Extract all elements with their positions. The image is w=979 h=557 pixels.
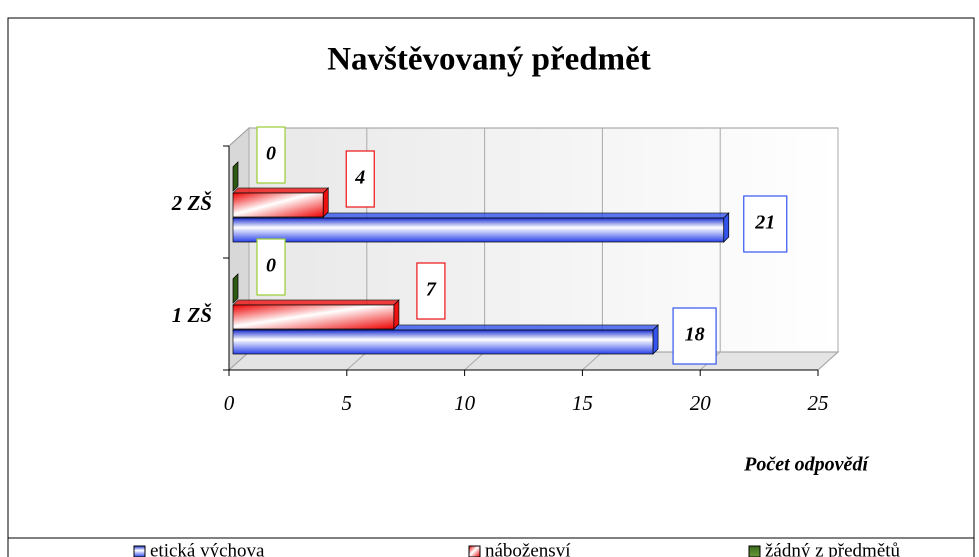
data-label: 4 <box>354 167 365 189</box>
x-tick-label: 20 <box>690 391 712 415</box>
legend-label: nábožensví <box>485 540 571 557</box>
data-label-box <box>416 262 446 320</box>
x-tick-label: 25 <box>808 391 829 415</box>
bar-side <box>232 161 239 192</box>
data-label: 21 <box>754 212 775 234</box>
x-axis-title: Počet odpovědí <box>743 454 869 476</box>
data-label: 0 <box>266 143 276 165</box>
legend-label: etická výchova <box>150 540 265 557</box>
bar-side <box>723 212 730 243</box>
data-label: 7 <box>426 279 437 301</box>
bar <box>232 192 324 218</box>
bar-side <box>232 273 239 304</box>
bar-top <box>232 299 400 306</box>
data-label-box <box>672 307 717 365</box>
bar-side <box>652 324 659 355</box>
chart-title: Navštěvovaný předmět <box>327 42 651 78</box>
x-tick-label: 0 <box>224 391 235 415</box>
bar <box>232 217 725 243</box>
legend-swatch <box>748 545 761 557</box>
x-tick-label: 5 <box>342 391 353 415</box>
legend-swatch <box>133 545 146 557</box>
floor <box>227 351 840 371</box>
bar-top <box>232 187 330 194</box>
x-tick-label: 15 <box>572 391 593 415</box>
data-label-box <box>743 195 788 253</box>
y-tick-label: 1 ZŠ <box>172 303 213 327</box>
bar-side <box>393 299 400 330</box>
grid-line <box>817 128 839 371</box>
bar <box>232 329 654 355</box>
data-label: 0 <box>266 255 276 277</box>
data-label-box <box>345 150 375 208</box>
bar <box>232 304 395 330</box>
y-tick-label: 2 ZŠ <box>171 191 213 215</box>
legend-label: žádný z předmětů <box>765 540 901 557</box>
legend-swatch <box>468 545 481 557</box>
bar-side <box>322 187 329 218</box>
data-label-box <box>256 238 286 296</box>
x-tick-label: 10 <box>454 391 476 415</box>
data-label: 18 <box>685 324 705 346</box>
legend-box <box>7 537 975 557</box>
data-label-box <box>256 126 286 184</box>
